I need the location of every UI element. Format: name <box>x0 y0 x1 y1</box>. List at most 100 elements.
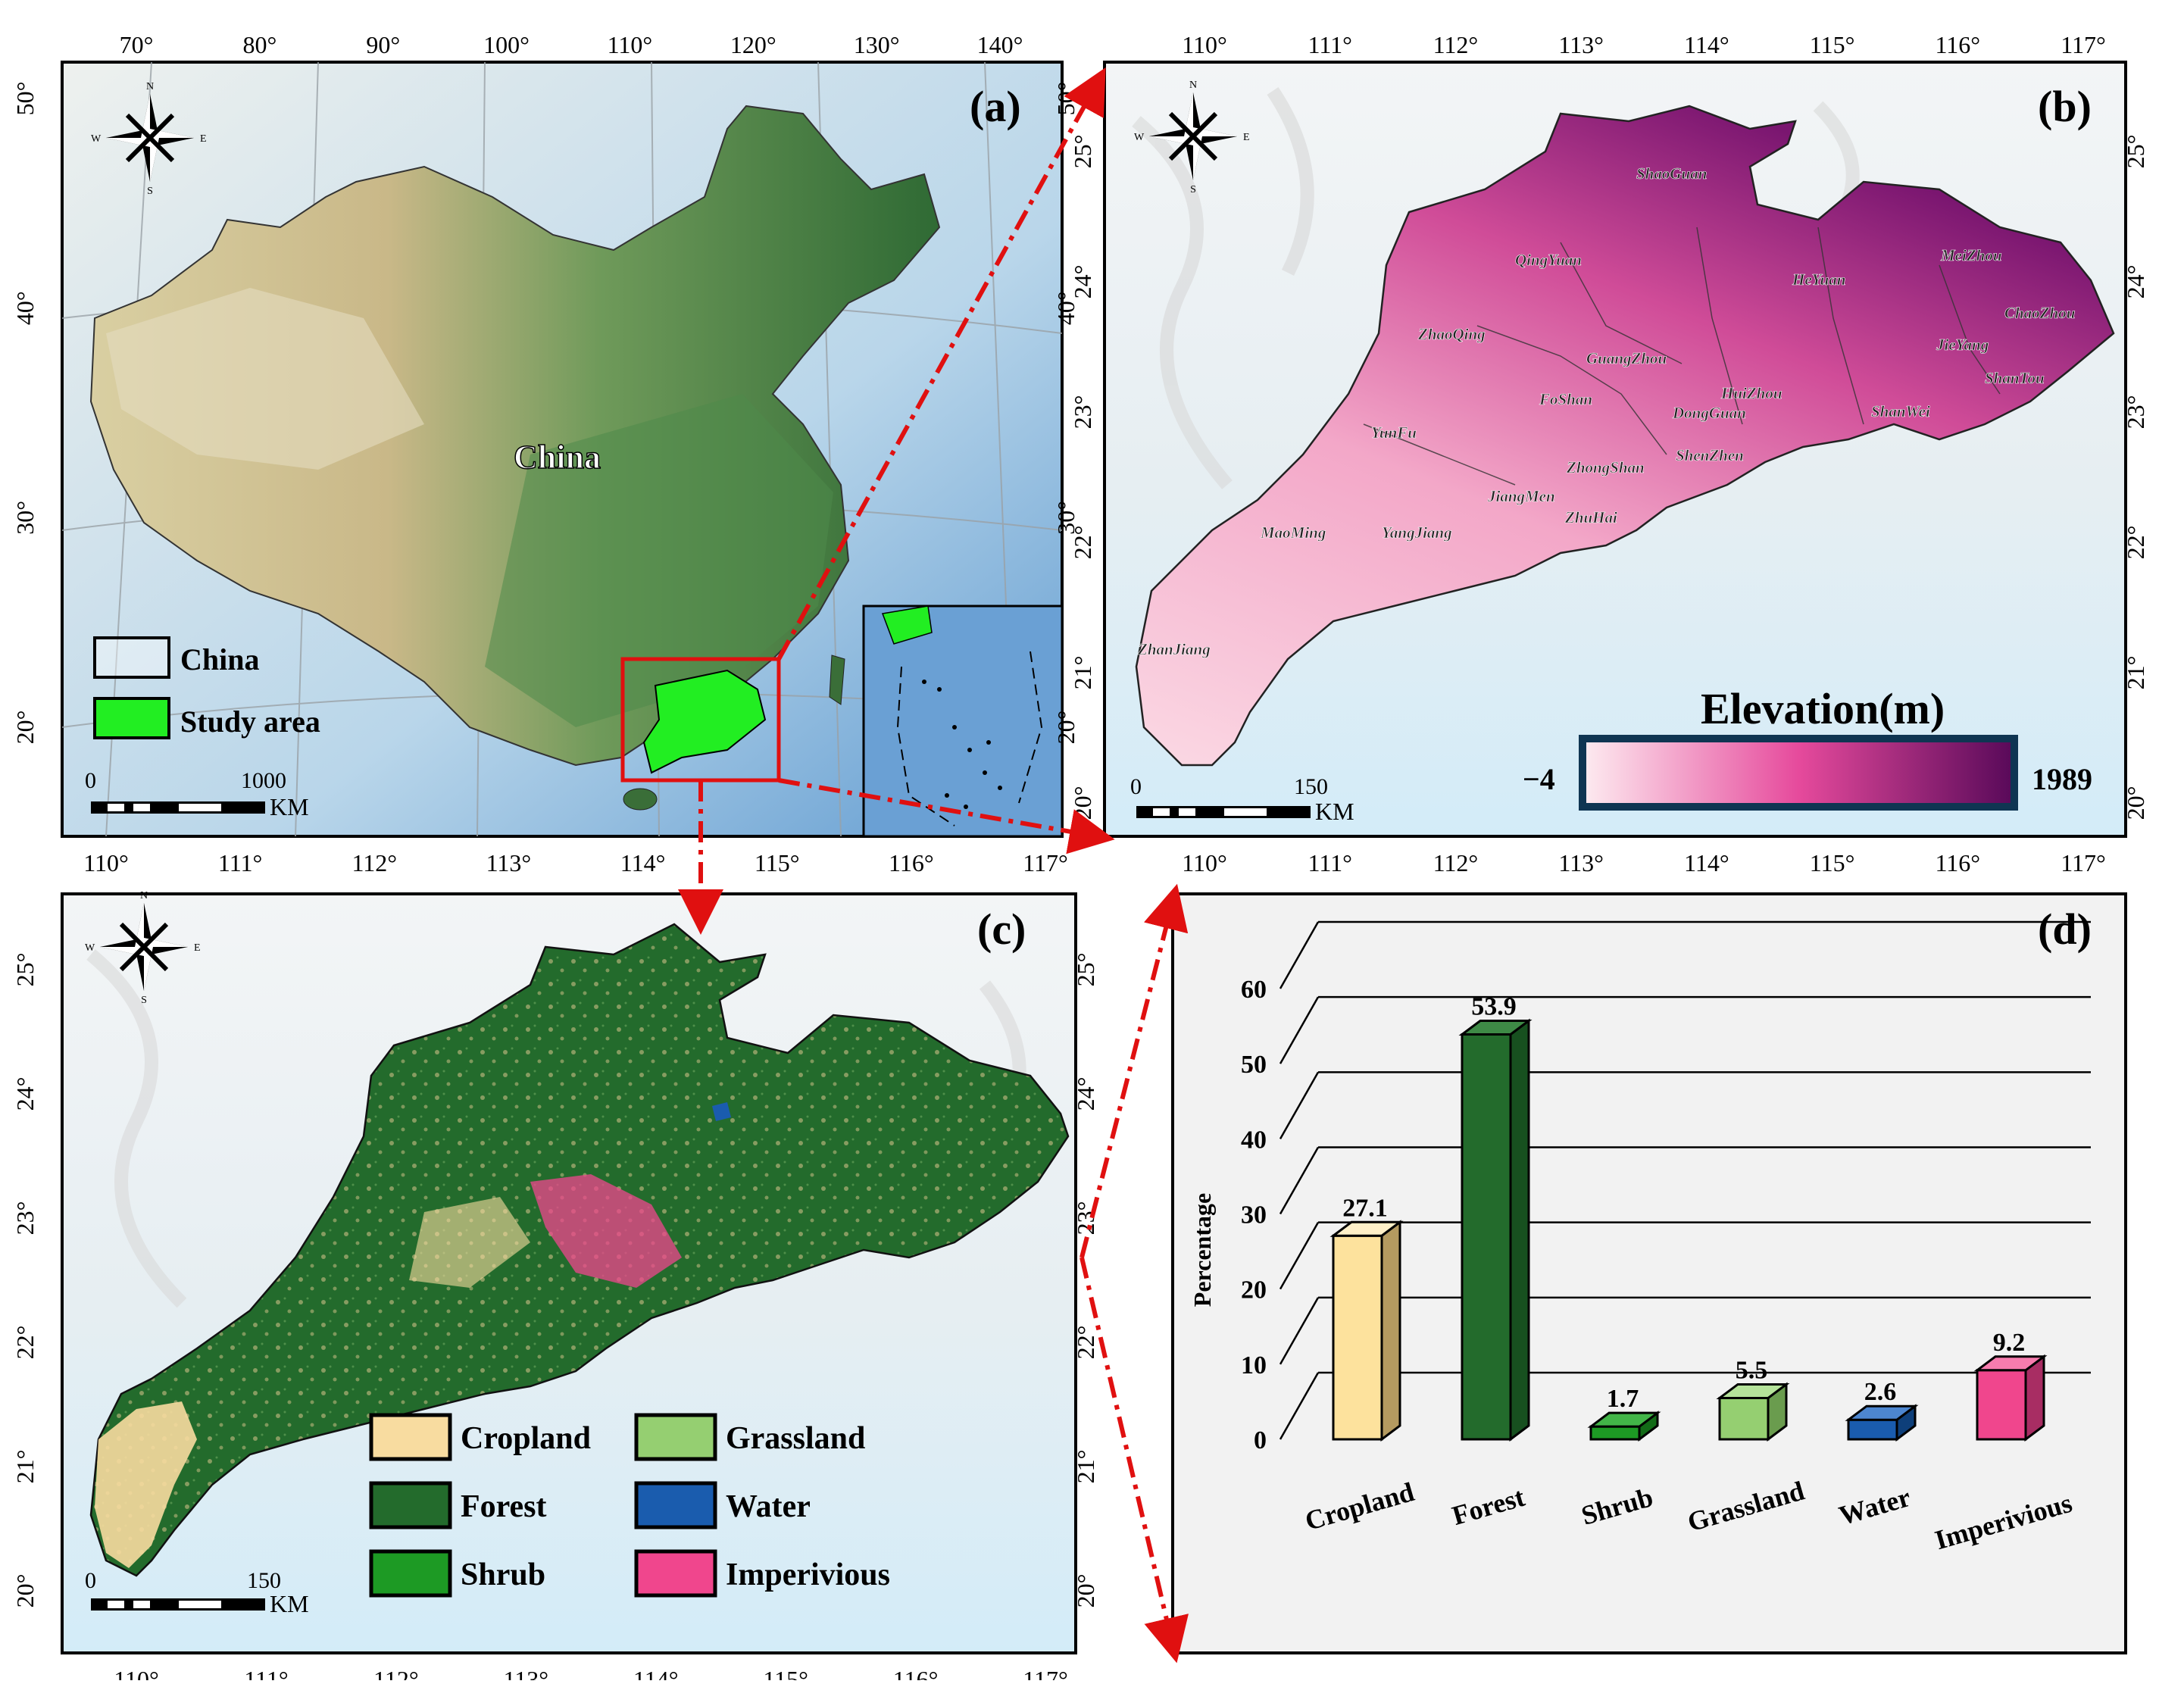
panel-c-bottom-tick: 110° <box>114 1666 159 1680</box>
bar-value-label: 1.7 <box>1607 1385 1639 1413</box>
panel-a-label: (a) <box>970 82 1021 131</box>
panel-b-top-tick: 115° <box>1810 31 1855 58</box>
city-label: ShanTou <box>1985 369 2045 387</box>
panel-a-right-tick: 40° <box>1052 291 1080 325</box>
legend-china-label: China <box>180 642 260 676</box>
bar-value-label: 27.1 <box>1342 1194 1388 1222</box>
panel-b-bottom-tick: 110° <box>1182 849 1227 876</box>
panel-b-left-tick: 25° <box>1069 135 1096 169</box>
panel-b-left-tick: 22° <box>1069 526 1096 560</box>
panel-c-bottom-tick: 116° <box>893 1666 939 1680</box>
panel-b-elevation-map: ShaoGuan QingYuan HeYuan MeiZhou ChaoZhou Zha… <box>1069 31 2149 876</box>
elevation-max: 1989 <box>2032 762 2092 796</box>
svg-text:S: S <box>147 186 153 197</box>
svg-text:Cropland: Cropland <box>461 1421 591 1456</box>
gridline-diag <box>1279 1146 1320 1215</box>
panel-b-ticks: 110° 111° 112° 113° 114° 115° 116° 117° 25° 24° 23… <box>1069 31 2149 876</box>
scale-bar-b: 0 150 KM <box>1130 774 1354 825</box>
svg-text:Water: Water <box>726 1489 811 1524</box>
svg-text:S: S <box>1190 184 1196 195</box>
elevation-colorbar <box>1586 742 2011 803</box>
svg-text:Forest: Forest <box>461 1489 547 1524</box>
svg-text:W: W <box>91 133 102 145</box>
legend-study-area-label: Study area <box>180 705 320 739</box>
bar-water <box>1847 1418 1898 1441</box>
svg-text:N: N <box>140 890 148 901</box>
panel-a-bottom-tick: 110° <box>83 849 129 876</box>
svg-text:KM: KM <box>270 793 309 820</box>
svg-text:KM: KM <box>270 1590 309 1617</box>
bar-forest <box>1461 1033 1512 1441</box>
svg-text:Shrub: Shrub <box>461 1557 545 1592</box>
city-label: MeiZhou <box>1940 246 2002 264</box>
svg-text:1000: 1000 <box>241 768 286 793</box>
svg-text:W: W <box>85 942 95 954</box>
bar-top <box>1716 1383 1790 1399</box>
elevation-min: −4 <box>1523 762 1555 796</box>
bar-side <box>1380 1220 1401 1442</box>
panel-c-left-tick: 23° <box>11 1201 39 1236</box>
city-label: ShenZhen <box>1676 446 1744 464</box>
svg-text:S: S <box>141 995 147 1006</box>
panel-a-top-tick: 120° <box>730 31 776 58</box>
panel-c-left-tick: 20° <box>11 1574 39 1608</box>
panel-a-top-tick: 140° <box>977 31 1023 58</box>
panel-b-left-tick: 21° <box>1069 656 1096 690</box>
bar-grassland <box>1718 1396 1770 1441</box>
panel-b-top-tick: 112° <box>1433 31 1479 58</box>
panel-b-right-tick: 25° <box>2122 135 2149 169</box>
gridline-diag <box>1279 1297 1320 1365</box>
panel-b-bottom-tick: 112° <box>1433 849 1479 876</box>
y-axis-label: Percentage <box>1189 1193 1216 1307</box>
panel-a-left-tick: 50° <box>11 82 39 116</box>
gridline-diag <box>1279 1071 1320 1139</box>
panel-a-bottom-tick: 114° <box>620 849 666 876</box>
panel-d-label: (d) <box>2038 904 2092 954</box>
panel-c-bottom-tick: 113° <box>503 1666 548 1680</box>
gridline-diag <box>1279 1222 1320 1290</box>
panel-a-china-map: China China Study area 0 1000 KM (a) 70°… <box>11 31 1080 876</box>
svg-text:N: N <box>146 81 154 92</box>
panel-d-bar-chart: (d) Percentage 010203040506027.1Cropland… <box>1171 892 2127 1654</box>
panel-a-right-tick: 50° <box>1052 82 1080 116</box>
panel-c-left-tick: 21° <box>11 1450 39 1484</box>
panel-b-bottom-tick: 113° <box>1558 849 1604 876</box>
panel-c-right-tick: 22° <box>1072 1326 1099 1360</box>
panel-b-right-tick: 21° <box>2122 656 2149 690</box>
city-label: ShanWei <box>1871 402 1930 420</box>
panel-c-bottom-tick: 114° <box>633 1666 679 1680</box>
city-label: ChaoZhou <box>2004 304 2075 322</box>
city-label: MaoMing <box>1260 523 1326 542</box>
bar-top <box>1587 1411 1661 1428</box>
y-tick-label: 20 <box>1241 1276 1267 1304</box>
svg-text:KM: KM <box>1315 798 1354 825</box>
scale-bar-a: 0 1000 KM <box>85 768 309 820</box>
panel-a-top-tick: 80° <box>242 31 277 58</box>
panel-b-top-tick: 116° <box>1935 31 1980 58</box>
bar-shrub <box>1589 1425 1641 1441</box>
panel-a-top-tick: 110° <box>608 31 653 58</box>
panel-a-top-tick: 70° <box>120 31 154 58</box>
panel-a-right-tick: 20° <box>1052 711 1080 745</box>
panel-b-bottom-tick: 114° <box>1684 849 1729 876</box>
city-label: QingYuan <box>1515 251 1582 269</box>
bar-top <box>1329 1220 1404 1237</box>
compass-rose-icon: N S E W <box>1134 80 1250 195</box>
panel-b-top-tick: 117° <box>2061 31 2106 58</box>
panel-c-bottom-tick: 117° <box>1023 1666 1068 1680</box>
panel-b-top-tick: 111° <box>1308 31 1352 58</box>
panel-a-bottom-tick: 112° <box>352 849 397 876</box>
panel-b-bottom-tick: 115° <box>1810 849 1855 876</box>
panel-c-bottom-tick: 111° <box>244 1666 288 1680</box>
y-tick-label: 10 <box>1241 1351 1267 1379</box>
panel-c-left-tick: 24° <box>11 1077 39 1111</box>
svg-text:E: E <box>194 942 201 954</box>
gridline-diag <box>1279 996 1320 1064</box>
panel-b-bottom-tick: 117° <box>2061 849 2106 876</box>
y-tick-label: 40 <box>1241 1126 1267 1154</box>
panel-c-left-tick: 25° <box>11 953 39 987</box>
panel-a-bottom-tick: 115° <box>755 849 800 876</box>
panel-a-bottom-tick: 116° <box>889 849 934 876</box>
bar-value-label: 53.9 <box>1471 992 1517 1020</box>
panel-a-bottom-tick: 113° <box>486 849 532 876</box>
